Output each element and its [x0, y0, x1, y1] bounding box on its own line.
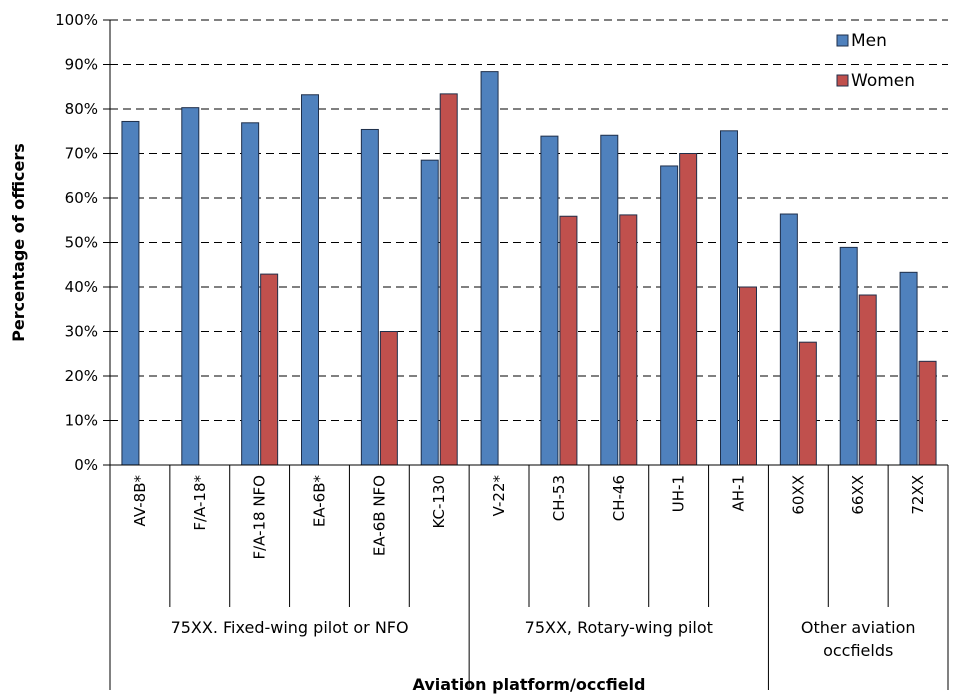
- y-tick-label: 90%: [65, 56, 98, 74]
- y-axis-title: Percentage of officers: [9, 143, 28, 342]
- y-tick-label: 30%: [65, 323, 98, 341]
- y-tick-label: 20%: [65, 367, 98, 385]
- category-labels: AV-8B* F/A-18* F/A-18 NFO EA-6B* EA-6B NFO KC…: [131, 475, 927, 560]
- bar-women: [679, 153, 698, 466]
- legend: Men Women: [836, 31, 915, 91]
- category-label: CH-46: [610, 475, 628, 521]
- y-tick-label: 10%: [65, 412, 98, 430]
- group-label: 75XX. Fixed-wing pilot or NFO: [171, 618, 409, 637]
- y-tick-label: 40%: [65, 278, 98, 296]
- bar-women: [739, 286, 757, 466]
- bar-men: [660, 165, 679, 466]
- bar-women: [619, 214, 638, 466]
- gridlines: [110, 19, 948, 421]
- y-tick-label: 0%: [74, 456, 98, 474]
- bar-women: [260, 273, 279, 466]
- category-label: UH-1: [670, 475, 688, 512]
- bar-men: [600, 134, 619, 466]
- bar-men: [480, 71, 499, 466]
- category-label: EA-6B*: [311, 475, 329, 528]
- legend-swatch-women: [836, 74, 849, 87]
- y-tick-label: 100%: [55, 11, 98, 29]
- bar-men: [720, 130, 738, 466]
- group-label: Other aviation: [801, 618, 916, 637]
- group-label: occfields: [823, 641, 893, 660]
- bar-men: [540, 135, 559, 466]
- category-label: AV-8B*: [131, 475, 149, 527]
- bar-men: [121, 120, 140, 466]
- bar-women: [918, 360, 937, 466]
- bar-men: [360, 128, 379, 466]
- group-labels: 75XX. Fixed-wing pilot or NFO 75XX, Rotar…: [171, 618, 916, 660]
- y-tick-label: 50%: [65, 234, 98, 252]
- y-tick-labels: 0% 10% 20% 30% 40% 50% 60% 70% 80% 90% 100%: [55, 11, 98, 474]
- bar-men: [839, 246, 858, 466]
- bar-women: [858, 294, 877, 466]
- bar-women: [559, 215, 578, 466]
- category-label: 60XX: [789, 475, 807, 515]
- x-axis-title: Aviation platform/occfield: [413, 675, 646, 694]
- category-label: F/A-18 NFO: [251, 475, 269, 560]
- category-label: V-22*: [490, 475, 508, 517]
- category-label: CH-53: [550, 475, 568, 521]
- bars: [121, 71, 937, 466]
- bar-men: [241, 122, 260, 466]
- bar-women: [379, 331, 398, 466]
- y-tick-label: 80%: [65, 100, 98, 118]
- y-tick-label: 70%: [65, 145, 98, 163]
- category-label: F/A-18*: [191, 475, 209, 531]
- legend-swatch-men: [836, 34, 849, 47]
- bar-men: [181, 107, 200, 466]
- group-label: 75XX, Rotary-wing pilot: [525, 618, 713, 637]
- category-label: 66XX: [849, 475, 867, 515]
- category-label: EA-6B NFO: [370, 475, 388, 556]
- category-label: 72XX: [909, 475, 927, 515]
- bar-men: [779, 213, 798, 466]
- legend-label-men: Men: [851, 31, 887, 51]
- y-tick-label: 60%: [65, 189, 98, 207]
- bar-men: [899, 271, 918, 466]
- legend-label-women: Women: [851, 71, 915, 91]
- category-label: KC-130: [430, 475, 448, 529]
- bar-men: [420, 159, 439, 466]
- axes: [103, 19, 949, 690]
- category-label: AH-1: [730, 475, 748, 512]
- bar-women: [439, 93, 458, 466]
- bar-women: [798, 341, 817, 466]
- bar-men: [301, 94, 319, 466]
